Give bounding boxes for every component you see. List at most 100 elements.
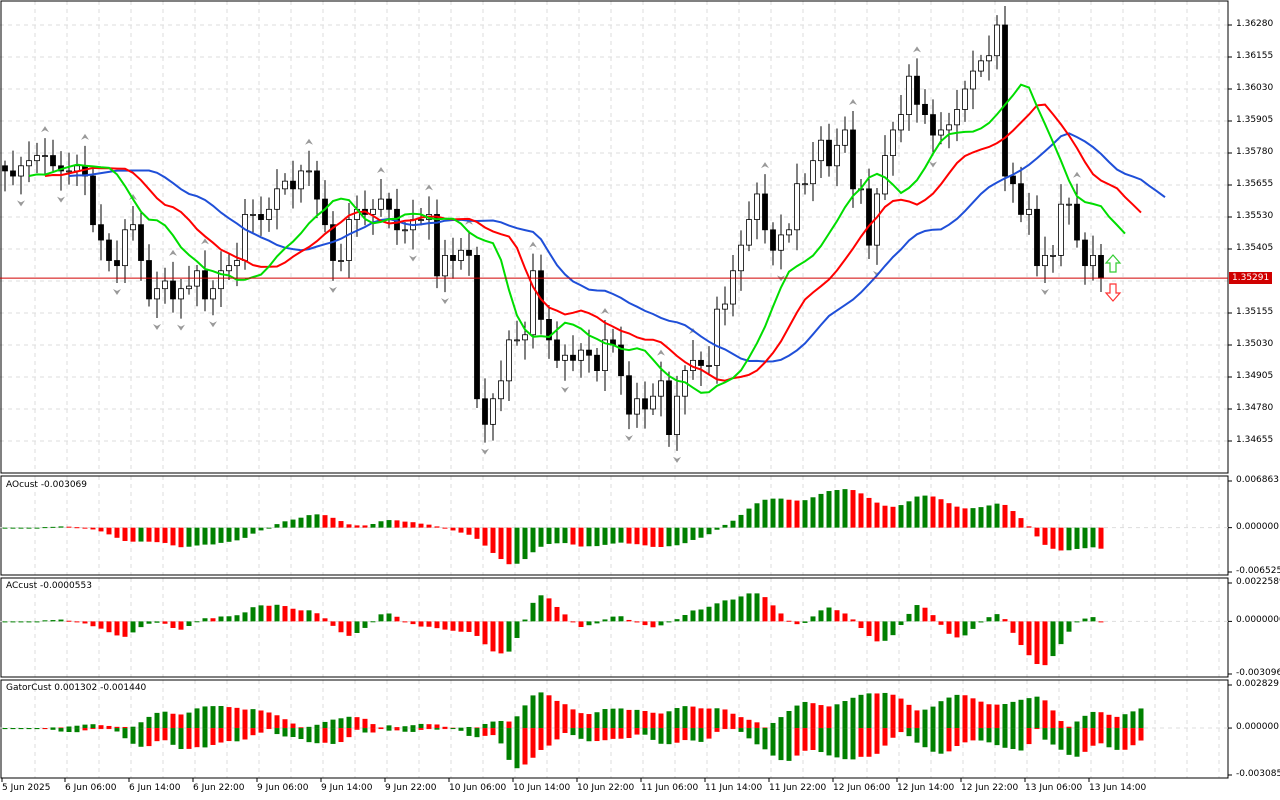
ao-bar: [434, 526, 440, 528]
gator-up-bar: [1098, 712, 1104, 729]
gator-up-bar: [770, 722, 776, 729]
fractal-down-icon: [625, 435, 633, 442]
ao-bar: [1090, 527, 1096, 548]
gator-up-bar: [122, 726, 128, 729]
gator-down-bar: [1082, 728, 1088, 752]
ac-bar: [378, 614, 384, 622]
bear-candle: [1018, 183, 1024, 215]
ao-bar: [842, 489, 848, 528]
ac-bar: [786, 620, 792, 622]
gator-up-bar: [938, 701, 944, 729]
gator-down-bar: [602, 728, 608, 741]
gator-down-bar: [746, 728, 752, 739]
bull-candle: [242, 214, 248, 261]
gator-up-bar: [978, 701, 984, 729]
ao-bar: [130, 527, 136, 542]
gator-down-bar: [986, 728, 992, 743]
ao-bar: [994, 503, 1000, 528]
ac-bar: [402, 621, 408, 623]
ac-bar: [370, 621, 376, 623]
ac-bar: [930, 615, 936, 622]
gator-up-bar: [98, 725, 104, 729]
gator-down-bar: [282, 728, 288, 737]
ac-bar: [258, 605, 264, 622]
gator-up-bar: [746, 719, 752, 729]
gator-down-bar: [1010, 728, 1016, 750]
gator-down-bar: [114, 728, 120, 732]
ao-bar: [978, 507, 984, 528]
gator-down-bar: [274, 728, 280, 735]
bull-candle: [1026, 208, 1032, 215]
gator-down-bar: [266, 728, 272, 730]
ao-bar: [42, 527, 48, 529]
ao-bar: [242, 527, 248, 538]
ac-bar: [834, 610, 840, 622]
gator-down-bar: [650, 728, 656, 740]
gator-up-bar: [394, 727, 400, 729]
ac-bar: [330, 621, 336, 626]
ac-title: ACcust -0.0000553: [6, 581, 92, 591]
gator-down-bar: [642, 728, 648, 735]
gator-up-bar: [106, 725, 112, 729]
indicator-tick-label: 0.000000: [1236, 521, 1279, 532]
gator-down-bar: [578, 728, 584, 739]
bull-candle: [986, 55, 992, 62]
gator-up-bar: [786, 710, 792, 729]
panel-frame: [0, 679, 1229, 779]
ao-bar: [66, 526, 72, 528]
ac-bar: [842, 613, 848, 622]
gator-down-bar: [1042, 728, 1048, 740]
gator-up-bar: [210, 706, 216, 729]
bull-candle: [882, 155, 888, 195]
bear-candle: [146, 260, 152, 300]
ao-bar: [10, 527, 16, 529]
gator-up-bar: [202, 706, 208, 729]
ao-bar: [602, 527, 608, 545]
gator-up-bar: [842, 701, 848, 729]
ac-bar: [202, 618, 208, 622]
bear-candle: [170, 280, 176, 300]
gator-down-bar: [770, 728, 776, 756]
gator-down-bar: [874, 728, 880, 754]
bull-candle: [370, 208, 376, 215]
time-label: 6 Jun 22:00: [193, 783, 245, 793]
ac-bar: [314, 613, 320, 622]
time-label: 10 Jun 06:00: [449, 783, 507, 793]
bear-candle: [914, 75, 920, 105]
gator-down-bar: [66, 728, 72, 733]
gator-down-bar: [314, 728, 320, 744]
gator-down-bar: [922, 728, 928, 748]
ao-bar: [898, 505, 904, 528]
ao-bar: [714, 527, 720, 530]
bull-candle: [226, 265, 232, 272]
ac-bar: [650, 621, 656, 628]
ao-bar: [306, 515, 312, 528]
ao-bar: [810, 497, 816, 528]
time-label: 9 Jun 14:00: [321, 783, 373, 793]
fractal-down-icon: [929, 161, 937, 168]
ac-bar: [858, 621, 864, 629]
ao-bar: [370, 523, 376, 528]
bear-candle: [570, 354, 576, 361]
ao-bar: [226, 527, 232, 542]
bear-candle: [450, 254, 456, 261]
ac-bar: [802, 621, 808, 623]
indicator-tick-label: 0.002829: [1236, 679, 1279, 689]
ao-bar: [778, 498, 784, 528]
ao-bar: [794, 500, 800, 528]
ac-bar: [410, 621, 416, 625]
gator-up-bar: [762, 727, 768, 729]
gator-up-bar: [130, 726, 136, 729]
fractal-down-icon: [481, 448, 489, 455]
gator-up-bar: [138, 722, 144, 729]
bear-candle: [642, 398, 648, 410]
fractal-up-icon: [129, 194, 137, 201]
gator-up-bar: [194, 708, 200, 729]
gator-down-bar: [594, 728, 600, 742]
bull-candle: [746, 219, 752, 246]
ac-bar: [698, 609, 704, 622]
ao-bar: [1042, 527, 1048, 545]
fractal-down-icon: [113, 288, 121, 295]
gator-up-bar: [730, 713, 736, 729]
